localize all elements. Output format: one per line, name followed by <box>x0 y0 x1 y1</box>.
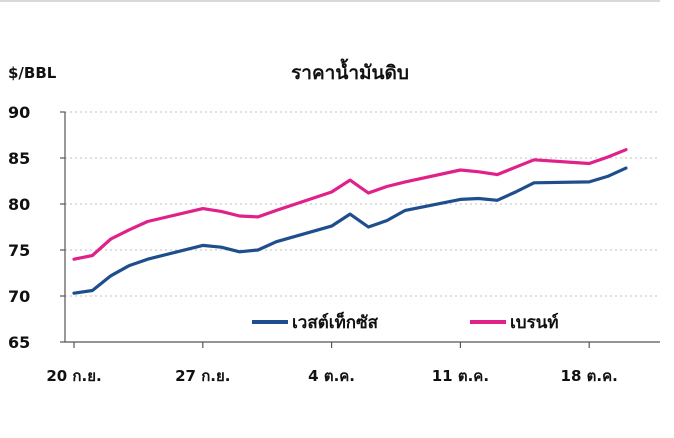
x-tick-labels: 20 ก.ย. 27 ก.ย. 4 ต.ค. 11 ต.ค. 18 ต.ค. <box>46 367 618 385</box>
x-tick-label-2: 4 ต.ค. <box>308 367 355 385</box>
y-tick-label-90: 90 <box>8 103 30 122</box>
y-axis-unit-label: $/BBL <box>8 64 57 82</box>
x-tick-label-3: 11 ต.ค. <box>432 367 489 385</box>
y-tick-label-75: 75 <box>8 241 30 260</box>
y-tick-label-70: 70 <box>8 287 30 306</box>
series-line-1 <box>72 148 628 261</box>
x-tick-label-0: 20 ก.ย. <box>46 367 101 385</box>
y-tick-label-85: 85 <box>8 149 30 168</box>
legend-label-1: เบรนท์ <box>510 312 559 333</box>
chart-title: ราคาน้ำมันดิบ <box>291 58 409 84</box>
legend-label-0: เวสต์เท็กซัส <box>292 310 379 333</box>
series-line-0 <box>72 166 628 295</box>
axes <box>60 111 660 348</box>
y-tick-labels: 65 70 75 80 85 90 <box>8 103 30 352</box>
y-tick-label-80: 80 <box>8 195 30 214</box>
x-tick-label-1: 27 ก.ย. <box>175 367 230 385</box>
legend: เวสต์เท็กซัส เบรนท์ <box>252 310 559 333</box>
x-tick-label-4: 18 ต.ค. <box>561 367 618 385</box>
gridlines <box>65 111 660 297</box>
series-lines <box>72 148 628 295</box>
top-divider <box>0 0 660 2</box>
y-tick-label-65: 65 <box>8 333 30 352</box>
